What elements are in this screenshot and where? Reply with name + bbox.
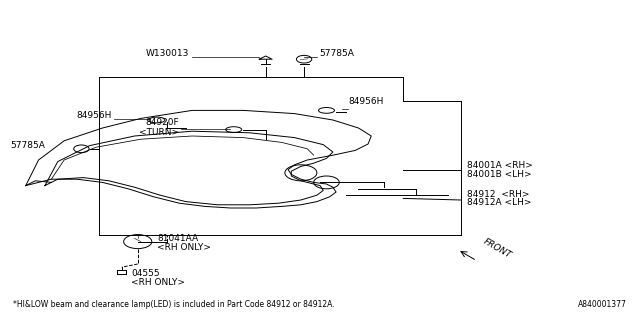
Text: <RH ONLY>: <RH ONLY>	[131, 278, 186, 287]
Text: 84912  <RH>: 84912 <RH>	[467, 190, 530, 199]
Text: *HI&LOW beam and clearance lamp(LED) is included in Part Code 84912 or 84912A.: *HI&LOW beam and clearance lamp(LED) is …	[13, 300, 335, 309]
Text: 04555: 04555	[131, 269, 160, 278]
Text: 57785A: 57785A	[319, 49, 354, 58]
Text: 81041AA: 81041AA	[157, 234, 198, 243]
Text: 84956H: 84956H	[77, 111, 112, 120]
Text: 57785A: 57785A	[10, 141, 45, 150]
Text: 84001B <LH>: 84001B <LH>	[467, 170, 532, 179]
Text: 84920F: 84920F	[146, 118, 179, 127]
Text: 84912A <LH>: 84912A <LH>	[467, 198, 532, 207]
Text: 84001A <RH>: 84001A <RH>	[467, 161, 533, 170]
Text: A840001377: A840001377	[579, 300, 627, 309]
Text: W130013: W130013	[145, 49, 189, 58]
Text: 84956H: 84956H	[349, 97, 384, 106]
Text: <RH ONLY>: <RH ONLY>	[157, 243, 211, 252]
Text: FRONT: FRONT	[481, 237, 513, 260]
Text: <TURN>: <TURN>	[139, 128, 179, 137]
